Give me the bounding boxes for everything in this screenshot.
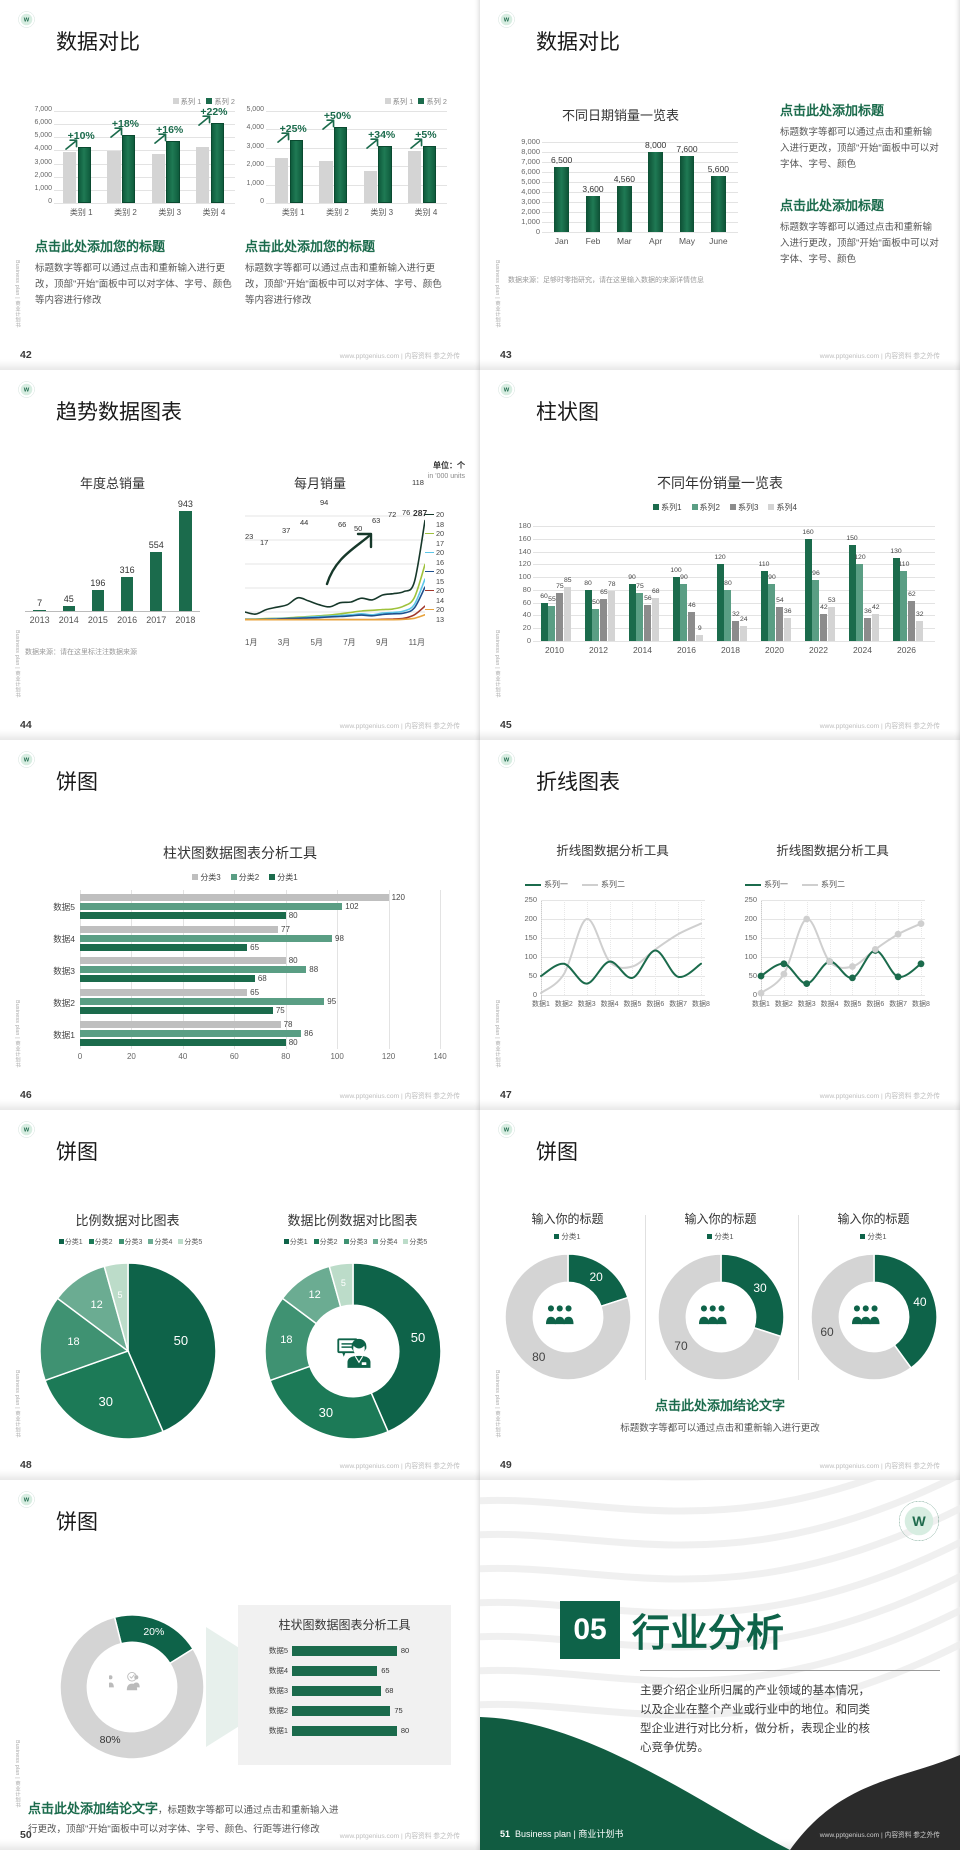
svg-text:W: W [24, 1498, 30, 1504]
svg-text:W: W [504, 758, 510, 764]
svg-text:W: W [24, 1128, 30, 1134]
svg-text:W: W [504, 1128, 510, 1134]
svg-text:W: W [24, 18, 30, 24]
svg-text:W: W [504, 388, 510, 394]
svg-text:W: W [24, 758, 30, 764]
svg-text:W: W [912, 1514, 926, 1530]
svg-text:W: W [24, 388, 30, 394]
svg-text:W: W [504, 18, 510, 24]
